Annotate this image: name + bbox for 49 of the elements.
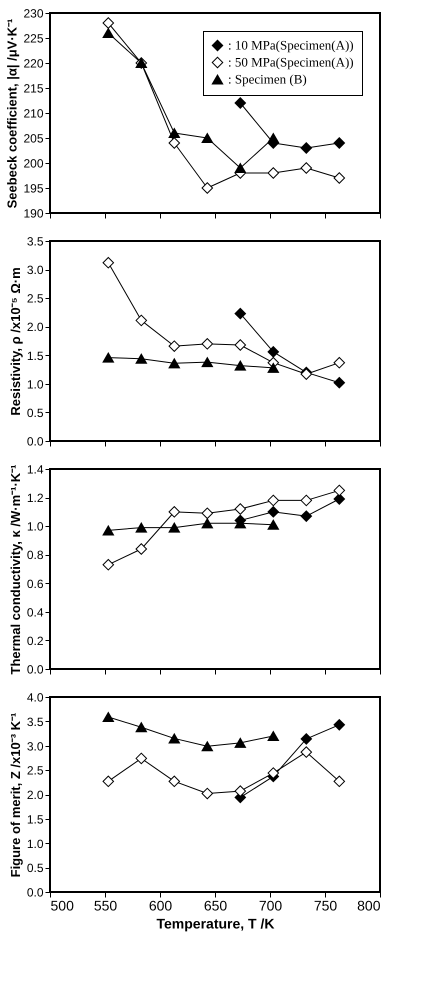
y-tick-label: 2.0 — [26, 788, 44, 802]
y-tick-label: 215 — [23, 82, 44, 96]
x-tick-label: 800 — [357, 898, 381, 914]
y-tick-label: 1.2 — [26, 491, 44, 506]
y-tick-label: 2.5 — [26, 764, 44, 778]
y-tick-label: 3.0 — [26, 263, 44, 278]
legend-label: : 10 MPa(Specimen(A)) — [228, 38, 354, 52]
y-tick-label: 205 — [23, 132, 44, 146]
x-tick-label: 600 — [148, 898, 172, 914]
y-tick-label: 4.0 — [26, 690, 44, 704]
y-tick-label: 3.5 — [26, 234, 44, 248]
x-tick-label: 500 — [50, 898, 74, 914]
x-tick-label: 550 — [94, 898, 118, 914]
legend-label: : 50 MPa(Specimen(A)) — [228, 54, 354, 70]
y-axis-title: Figure of merit, Z /x10⁻³ K⁻¹ — [8, 712, 23, 878]
y-tick-label: 0.4 — [26, 605, 44, 620]
y-tick-label: 0.6 — [26, 576, 44, 591]
x-tick-label: 750 — [314, 898, 338, 914]
y-axis-title: Seebeck coefficient, |α| /μV·K⁻¹ — [4, 18, 20, 208]
y-tick-label: 2.0 — [26, 320, 44, 334]
y-tick-label: 0.0 — [26, 434, 44, 448]
y-tick-label: 220 — [23, 56, 44, 70]
y-tick-label: 3.5 — [26, 714, 44, 729]
y-tick-label: 1.5 — [26, 348, 44, 363]
y-tick-label: 0.5 — [26, 861, 44, 876]
x-axis-title: Temperature, T /K — [156, 916, 274, 932]
y-tick-label: 0.5 — [26, 406, 44, 420]
y-axis-title: Resistivity, ρ /x10⁻⁵ Ω·m — [8, 267, 23, 416]
x-tick-label: 700 — [258, 898, 282, 914]
y-tick-label: 190 — [23, 206, 44, 220]
y-tick-label: 225 — [23, 32, 44, 46]
y-tick-label: 230 — [23, 6, 44, 20]
y-axis-title: Thermal conductivity, κ /W·m⁻¹·K⁻¹ — [8, 464, 23, 675]
y-tick-label: 200 — [23, 156, 44, 170]
y-tick-label: 195 — [23, 182, 44, 196]
y-tick-label: 0.0 — [26, 662, 44, 676]
y-tick-label: 1.0 — [26, 836, 44, 851]
y-tick-label: 1.5 — [26, 812, 44, 826]
x-tick-label: 650 — [204, 898, 228, 914]
y-tick-label: 0.8 — [26, 548, 44, 562]
y-tick-label: 1.4 — [26, 462, 44, 476]
y-tick-label: 0.2 — [26, 634, 44, 648]
legend-label: : Specimen (B) — [228, 72, 307, 86]
y-tick-label: 1.0 — [26, 377, 44, 392]
y-tick-label: 0.0 — [26, 886, 44, 900]
y-tick-label: 3.0 — [26, 739, 44, 754]
y-tick-label: 1.0 — [26, 520, 44, 534]
y-tick-label: 2.5 — [26, 292, 44, 306]
y-tick-label: 210 — [23, 106, 44, 120]
